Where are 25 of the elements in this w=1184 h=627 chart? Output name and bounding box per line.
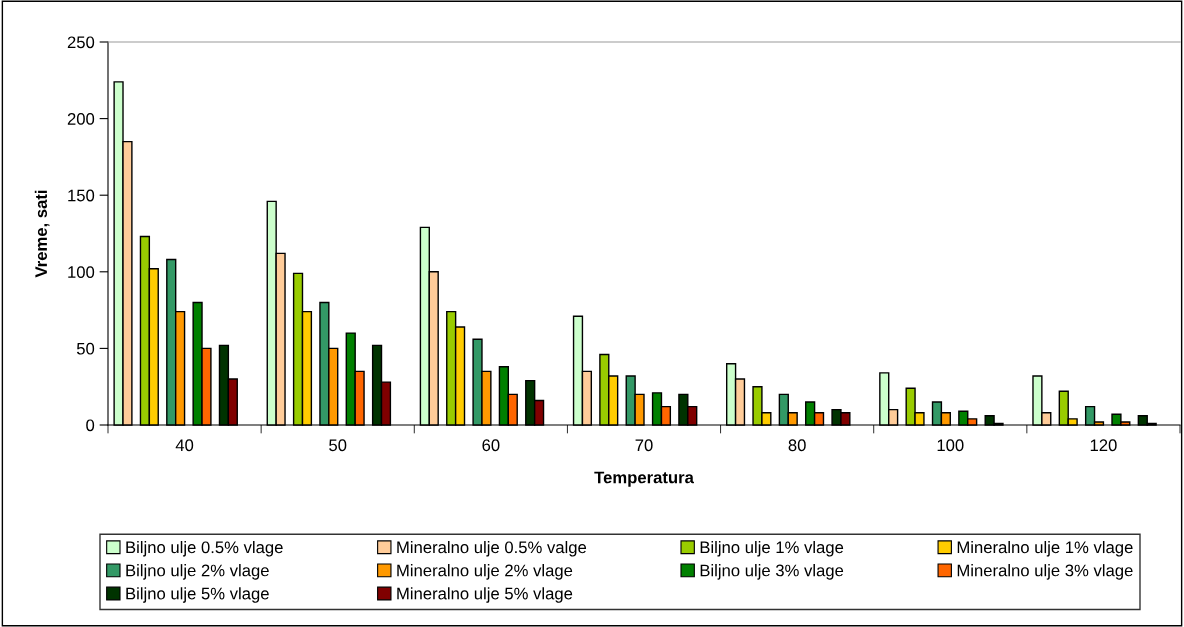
legend-label: Mineralno ulje 0.5% valge (397, 540, 587, 557)
y-tick-label: 100 (68, 266, 95, 278)
y-tick-label: 250 (67, 36, 95, 49)
x-tick-label: 100 (937, 439, 964, 452)
legend-label: Biljno ulje 3% vlage (700, 564, 844, 580)
legend-label: Biljno ulje 0.5% vlage (126, 540, 283, 557)
legend-label: Biljno ulje 1% vlage (700, 540, 844, 557)
x-tick-label: 50 (329, 439, 347, 452)
legend-label: Mineralno ulje 1% vlage (957, 540, 1133, 557)
y-axis-title: Vreme, sati (34, 190, 50, 278)
legend-label: Biljno ulje 2% vlage (126, 564, 269, 580)
legend-label: Biljno ulje 5% vlage (126, 587, 269, 603)
y-tick-label: 50 (76, 342, 95, 355)
legend-label: Mineralno ulje 2% vlage (397, 564, 573, 580)
y-tick-label: 150 (68, 189, 95, 202)
legend-label: Mineralno ulje 5% vlage (397, 587, 573, 603)
x-tick-label: 40 (175, 439, 194, 452)
x-axis-title: Temperatura (594, 471, 694, 487)
x-tick-label: 70 (635, 439, 653, 452)
x-tick-label: 60 (482, 439, 500, 452)
y-tick-label: 0 (86, 419, 95, 432)
x-tick-label: 80 (788, 439, 806, 452)
x-tick-label: 120 (1090, 439, 1117, 452)
legend-label: Mineralno ulje 3% vlage (957, 564, 1133, 580)
y-tick-label: 200 (67, 113, 95, 125)
